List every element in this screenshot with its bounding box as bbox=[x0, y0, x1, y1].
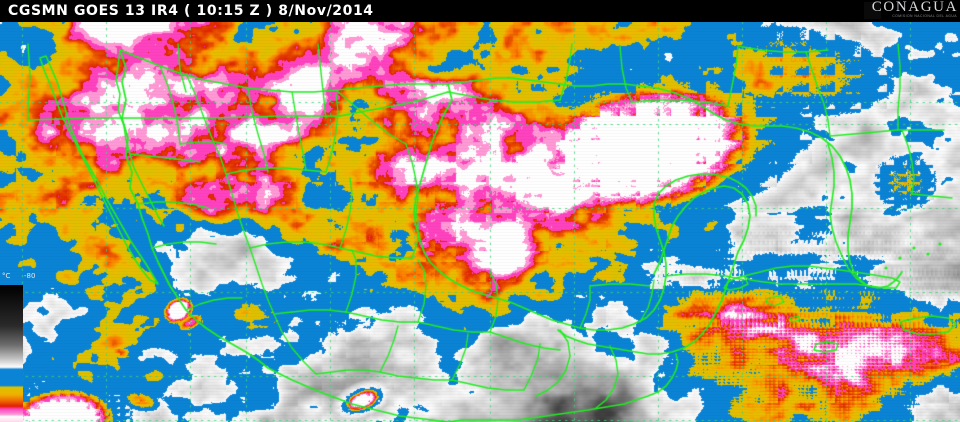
conagua-logo-subtitle: COMISION NACIONAL DEL AGUA bbox=[892, 14, 957, 18]
color-scale-bar bbox=[0, 285, 23, 422]
title-bar: CGSMN GOES 13 IR4 ( 10:15 Z ) 8/Nov/2014… bbox=[0, 0, 960, 22]
conagua-logo-text: CONAGUA bbox=[871, 0, 958, 15]
scale-top-value-label: -80 bbox=[24, 272, 36, 280]
scale-unit-label: °C bbox=[2, 272, 11, 280]
conagua-logo: CONAGUA COMISION NACIONAL DEL AGUA bbox=[860, 0, 960, 22]
satellite-canvas bbox=[0, 22, 960, 422]
temperature-color-scale bbox=[0, 285, 23, 422]
page-title: CGSMN GOES 13 IR4 ( 10:15 Z ) 8/Nov/2014 bbox=[8, 3, 374, 19]
satellite-imagery bbox=[0, 22, 960, 422]
conagua-logo-mark bbox=[864, 2, 881, 19]
